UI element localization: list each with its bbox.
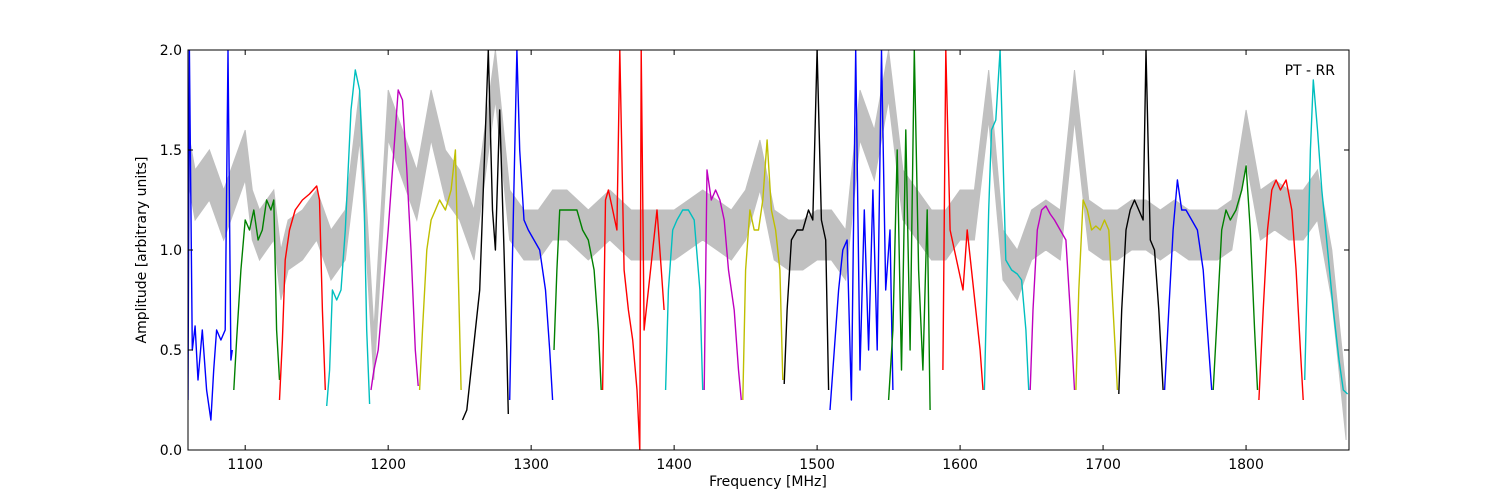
y-tick-label: 0.0: [160, 443, 182, 459]
x-tick-label: 1100: [227, 457, 263, 473]
series-line-18: [983, 50, 1030, 391]
series-line-1: [188, 50, 233, 421]
series-line-15: [829, 50, 894, 411]
series-line-22: [1163, 179, 1213, 391]
series-line-23: [1212, 165, 1259, 391]
series-line-16: [887, 50, 931, 411]
series-line-8: [509, 50, 554, 401]
y-tick-label: 0.5: [160, 343, 182, 359]
series-line-17: [942, 50, 984, 391]
y-axis-label: Amplitude [arbitrary units]: [134, 157, 150, 344]
series-line-5: [370, 89, 419, 391]
series-line-25: [1304, 79, 1349, 395]
series-line-12: [703, 169, 742, 401]
series-line-2: [233, 199, 281, 391]
x-tick-label: 1800: [1228, 457, 1264, 473]
series-line-13: [742, 139, 784, 401]
x-tick-label: 1200: [370, 457, 406, 473]
series-line-11: [664, 209, 704, 391]
series-line-21: [1118, 50, 1164, 395]
x-tick-label: 1600: [942, 457, 978, 473]
series-layer: [188, 50, 1349, 450]
series-line-20: [1075, 199, 1119, 391]
background-band-area: [188, 50, 1347, 441]
series-line-6: [418, 149, 462, 391]
x-tick-label: 1500: [799, 457, 835, 473]
series-line-24: [1258, 179, 1304, 401]
background-series: [188, 50, 1347, 441]
y-axis: 0.0 0.5 1.0 1.5 2.0: [160, 43, 1349, 459]
x-tick-label: 1700: [1085, 457, 1121, 473]
y-tick-label: 2.0: [160, 43, 182, 59]
x-axis-label: Frequency [MHz]: [709, 474, 827, 490]
series-line-19: [1029, 205, 1076, 391]
x-axis: 1100 1200 1300 1400 1500 1600 1700 1800: [227, 50, 1264, 473]
chart-annotation: PT - RR: [1285, 63, 1336, 79]
x-tick-label: 1300: [513, 457, 549, 473]
series-line-4: [326, 69, 371, 407]
plot-area: [188, 50, 1349, 450]
y-tick-label: 1.0: [160, 243, 182, 259]
series-line-10: [601, 50, 665, 450]
series-line-14: [783, 50, 830, 391]
series-line-9: [553, 209, 602, 391]
series-line-7: [461, 50, 509, 421]
y-tick-label: 1.5: [160, 143, 182, 159]
series-line-3: [278, 185, 326, 401]
x-tick-label: 1400: [656, 457, 692, 473]
